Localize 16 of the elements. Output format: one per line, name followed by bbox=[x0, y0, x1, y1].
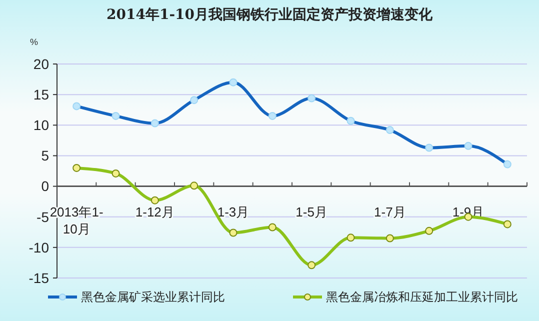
y-tick-label: -10 bbox=[28, 239, 50, 256]
x-tick-label: 1-5月 bbox=[296, 204, 328, 220]
y-axis-title: % bbox=[30, 37, 38, 47]
x-tick-label: 1-3月 bbox=[217, 204, 250, 220]
legend-label: 黑色金属矿采选业累计同比 bbox=[81, 290, 225, 304]
y-tick-label: 20 bbox=[33, 56, 50, 72]
y-tick-label: 0 bbox=[41, 178, 50, 194]
x-tick-label: 1-7月 bbox=[374, 204, 406, 220]
x-tick-label: 1-12月 bbox=[135, 204, 174, 220]
legend-label: 黑色金属冶炼和压延加工业累计同比 bbox=[326, 290, 518, 304]
y-tick-label: -5 bbox=[36, 208, 50, 225]
y-tick-label: 10 bbox=[33, 117, 50, 134]
chart-title: 2014年1-10月我国钢铁行业固定资产投资增速变化 bbox=[106, 6, 434, 23]
y-tick-label: 15 bbox=[33, 86, 50, 102]
y-tick-label: -15 bbox=[28, 270, 50, 286]
y-tick-label: 5 bbox=[41, 148, 50, 164]
